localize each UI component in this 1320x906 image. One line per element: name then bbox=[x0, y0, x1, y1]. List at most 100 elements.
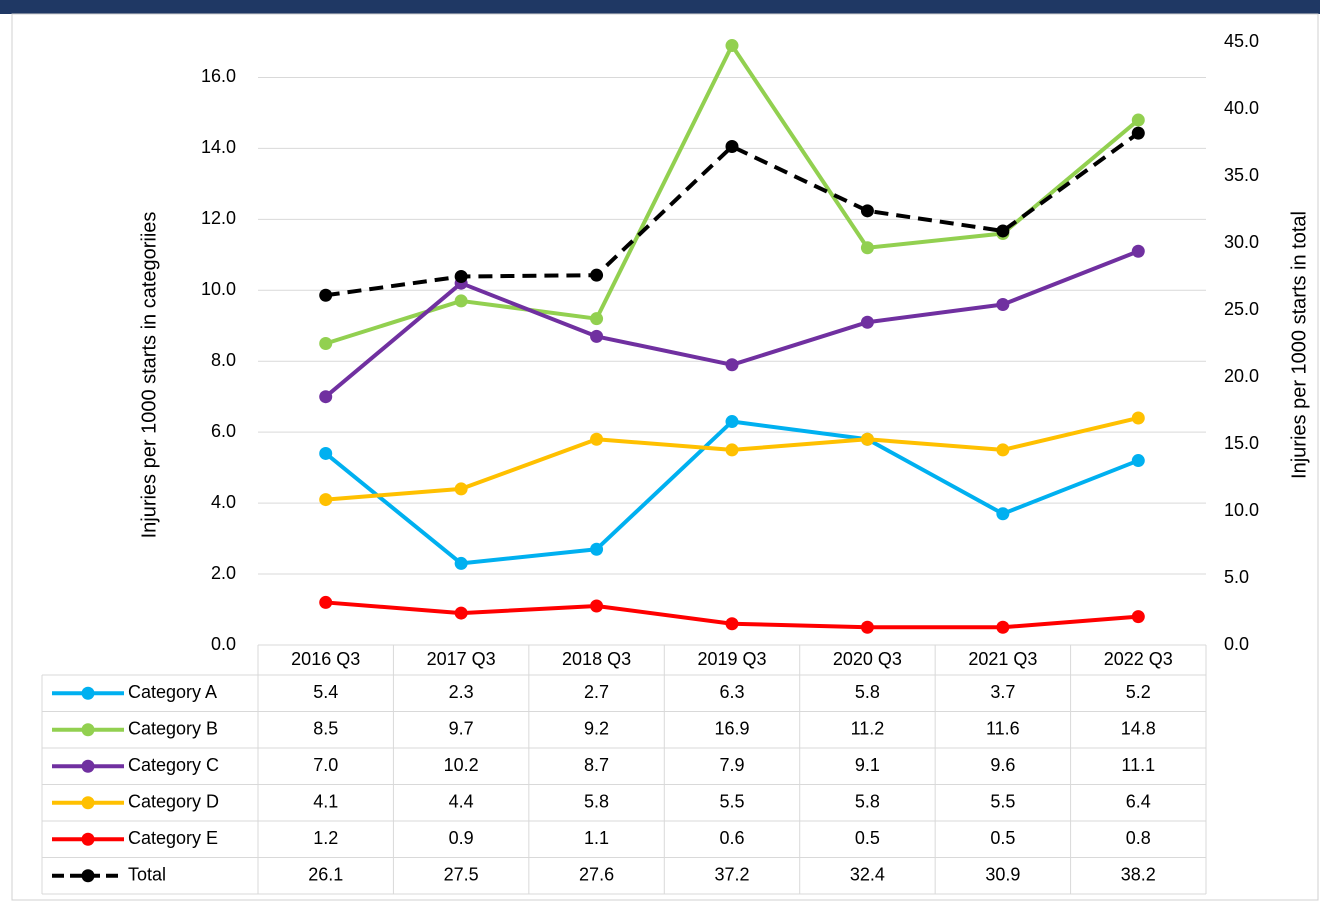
series-line bbox=[325, 131, 1140, 298]
legend-label: Category B bbox=[128, 719, 218, 739]
data-point bbox=[319, 337, 333, 350]
table-cell: 5.5 bbox=[719, 792, 744, 812]
y2-tick-label: 45.0 bbox=[1224, 31, 1259, 51]
data-point bbox=[590, 432, 604, 446]
table-cell: 2.7 bbox=[584, 682, 609, 702]
table-cell: 32.4 bbox=[850, 865, 885, 885]
table-cell: 30.9 bbox=[985, 865, 1020, 885]
data-point bbox=[454, 294, 468, 308]
x-tick-label: 2022 Q3 bbox=[1104, 649, 1173, 669]
table-cell: 9.7 bbox=[449, 719, 474, 739]
data-point bbox=[725, 358, 739, 372]
table-cell: 27.5 bbox=[444, 865, 479, 885]
data-point bbox=[590, 329, 604, 343]
y2-tick-label: 30.0 bbox=[1224, 232, 1259, 252]
table-cell: 9.6 bbox=[990, 755, 1015, 775]
table-cell: 5.8 bbox=[855, 682, 880, 702]
x-tick-label: 2020 Q3 bbox=[833, 649, 902, 669]
x-tick-label: 2019 Q3 bbox=[697, 649, 766, 669]
data-point bbox=[590, 312, 604, 326]
table-cell: 5.2 bbox=[1126, 682, 1151, 702]
legend-marker bbox=[81, 869, 95, 883]
y-tick-label: 0.0 bbox=[211, 634, 236, 654]
data-point bbox=[860, 204, 874, 218]
series-line bbox=[324, 249, 1140, 399]
y-tick-label: 14.0 bbox=[201, 137, 236, 157]
data-point bbox=[725, 415, 739, 429]
table-cell: 0.5 bbox=[990, 828, 1015, 848]
table-cell: 2.3 bbox=[449, 682, 474, 702]
data-point bbox=[860, 432, 874, 446]
x-tick-label: 2016 Q3 bbox=[291, 649, 360, 669]
data-point bbox=[725, 140, 739, 154]
data-point bbox=[725, 443, 739, 457]
data-point bbox=[860, 315, 874, 329]
table-cell: 11.2 bbox=[851, 719, 885, 739]
data-point bbox=[860, 241, 874, 255]
series-line bbox=[324, 419, 1140, 566]
table-cell: 8.5 bbox=[313, 719, 338, 739]
table-cell: 38.2 bbox=[1121, 865, 1156, 885]
y-tick-label: 12.0 bbox=[201, 208, 236, 228]
y2-tick-label: 40.0 bbox=[1224, 98, 1259, 118]
table-cell: 7.0 bbox=[313, 755, 338, 775]
table-cell: 6.4 bbox=[1126, 792, 1151, 812]
legend-label: Category A bbox=[128, 682, 217, 702]
legend-marker bbox=[81, 796, 95, 810]
data-point bbox=[590, 599, 604, 613]
legend-marker bbox=[81, 723, 95, 737]
table-cell: 0.6 bbox=[719, 828, 744, 848]
table-cell: 0.5 bbox=[855, 828, 880, 848]
data-point bbox=[996, 224, 1010, 238]
data-point bbox=[1131, 126, 1145, 140]
data-point bbox=[1131, 454, 1145, 468]
legend-label: Category E bbox=[128, 828, 218, 848]
x-tick-label: 2021 Q3 bbox=[968, 649, 1037, 669]
data-point bbox=[454, 606, 468, 620]
y2-tick-label: 0.0 bbox=[1224, 634, 1249, 654]
y2-tick-label: 15.0 bbox=[1224, 433, 1259, 453]
data-point bbox=[319, 390, 333, 404]
table-cell: 5.8 bbox=[584, 792, 609, 812]
data-point bbox=[725, 39, 739, 53]
table-cell: 27.6 bbox=[579, 865, 614, 885]
y-tick-label: 10.0 bbox=[201, 279, 236, 299]
y2-tick-label: 20.0 bbox=[1224, 366, 1259, 386]
legend-label: Category C bbox=[128, 755, 219, 775]
table-cell: 1.2 bbox=[313, 828, 338, 848]
table-cell: 9.1 bbox=[855, 755, 880, 775]
y2-tick-label: 35.0 bbox=[1224, 165, 1259, 185]
table-cell: 14.8 bbox=[1121, 719, 1156, 739]
data-point bbox=[319, 446, 333, 460]
data-point bbox=[319, 493, 333, 507]
y2-tick-label: 10.0 bbox=[1224, 500, 1259, 520]
table-cell: 0.8 bbox=[1126, 828, 1151, 848]
x-tick-label: 2017 Q3 bbox=[427, 649, 496, 669]
data-point bbox=[996, 297, 1010, 311]
legend-marker bbox=[81, 686, 95, 700]
data-point bbox=[996, 620, 1010, 634]
data-point bbox=[454, 556, 468, 570]
y2-tick-label: 25.0 bbox=[1224, 299, 1259, 319]
y-tick-label: 2.0 bbox=[211, 563, 236, 583]
data-point bbox=[1131, 411, 1145, 425]
y-axis-title: Injuries per 1000 starts in categoriies bbox=[138, 212, 160, 539]
table-cell: 8.7 bbox=[584, 755, 609, 775]
y2-tick-label: 5.0 bbox=[1224, 567, 1249, 587]
data-point bbox=[1131, 244, 1145, 258]
data-point bbox=[319, 288, 333, 302]
y-tick-label: 8.0 bbox=[211, 350, 236, 370]
table-cell: 5.4 bbox=[313, 682, 338, 702]
data-point bbox=[454, 270, 468, 283]
y-tick-label: 16.0 bbox=[201, 66, 236, 86]
legend-marker bbox=[81, 759, 95, 773]
data-point bbox=[1131, 610, 1145, 624]
table-cell: 4.4 bbox=[449, 792, 474, 812]
x-tick-label: 2018 Q3 bbox=[562, 649, 631, 669]
data-point bbox=[590, 542, 604, 556]
table-cell: 1.1 bbox=[584, 828, 609, 848]
y2-axis-title: Injuries per 1000 starts in total bbox=[1288, 211, 1310, 479]
data-point bbox=[454, 482, 468, 496]
table-cell: 9.2 bbox=[584, 719, 609, 739]
table-cell: 37.2 bbox=[714, 865, 749, 885]
